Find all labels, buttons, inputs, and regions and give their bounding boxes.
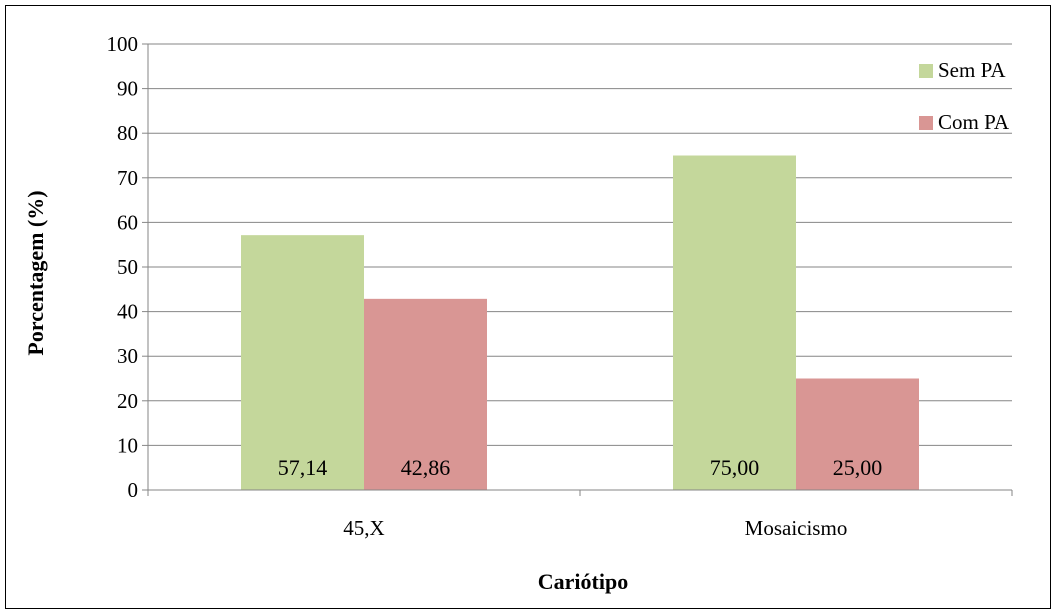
y-tick-label: 80 bbox=[117, 121, 138, 145]
y-axis-title: Porcentagem (%) bbox=[23, 190, 48, 355]
bars bbox=[241, 155, 919, 490]
x-tick-label: 45,X bbox=[343, 516, 384, 540]
y-tick-label: 20 bbox=[117, 389, 138, 413]
data-labels: 57,14 42,86 75,00 25,00 bbox=[278, 455, 883, 480]
y-tick-label: 70 bbox=[117, 166, 138, 190]
bar-value-label: 42,86 bbox=[401, 455, 451, 480]
y-tick-label: 100 bbox=[107, 32, 139, 56]
legend-label: Com PA bbox=[938, 110, 1010, 134]
legend-swatch bbox=[919, 64, 933, 78]
bar-value-label: 57,14 bbox=[278, 455, 328, 480]
y-tick-label: 30 bbox=[117, 344, 138, 368]
y-tick-label: 50 bbox=[117, 255, 138, 279]
x-tick-label: Mosaicismo bbox=[745, 516, 848, 540]
y-tick-label: 0 bbox=[128, 478, 139, 502]
chart-frame: 0 10 20 30 40 50 60 70 80 90 100 45,X Mosaicismo 57,… bbox=[5, 5, 1051, 609]
bar bbox=[364, 298, 487, 490]
legend-swatch bbox=[919, 116, 933, 130]
legend: Sem PA Com PA bbox=[919, 58, 1010, 134]
y-tick-label: 10 bbox=[117, 433, 138, 457]
y-tick-label: 60 bbox=[117, 210, 138, 234]
y-tick-label: 90 bbox=[117, 77, 138, 101]
bar-value-label: 25,00 bbox=[833, 455, 883, 480]
bar bbox=[241, 235, 364, 490]
x-axis-title: Cariótipo bbox=[538, 569, 628, 594]
bar-chart: 0 10 20 30 40 50 60 70 80 90 100 45,X Mosaicismo 57,… bbox=[23, 32, 1013, 594]
legend-label: Sem PA bbox=[938, 58, 1006, 82]
axes: 0 10 20 30 40 50 60 70 80 90 100 45,X Mosaicismo bbox=[107, 32, 1013, 540]
bar bbox=[796, 378, 919, 490]
y-tick-label: 40 bbox=[117, 300, 138, 324]
bar bbox=[673, 155, 796, 490]
bar-value-label: 75,00 bbox=[710, 455, 760, 480]
